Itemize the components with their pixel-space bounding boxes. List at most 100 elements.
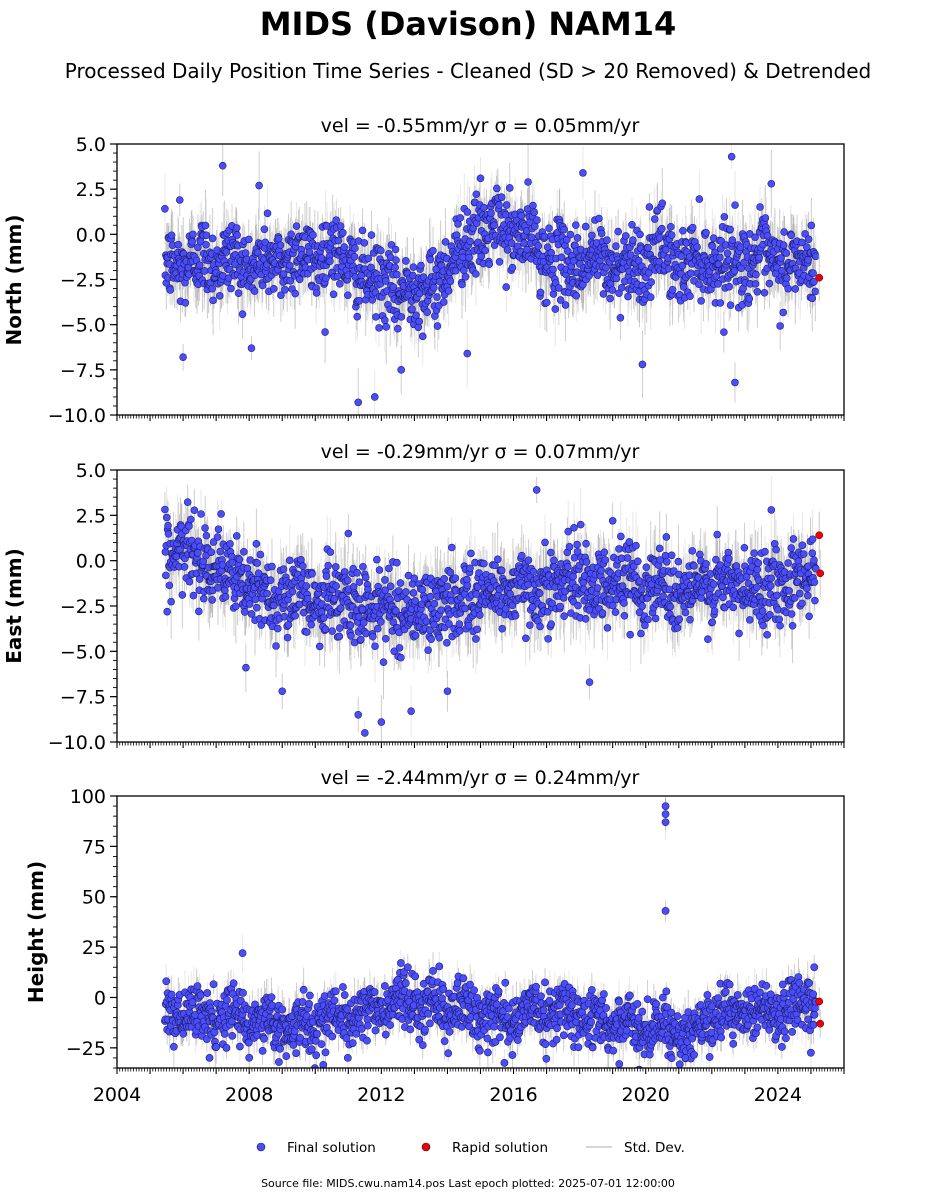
- final-solution-point: [686, 292, 694, 300]
- final-solution-point: [617, 283, 626, 292]
- final-solution-point: [220, 586, 229, 595]
- final-solution-point: [161, 548, 170, 556]
- final-solution-point: [520, 239, 528, 248]
- final-solution-point: [716, 245, 725, 253]
- final-solution-point: [381, 316, 389, 325]
- final-solution-point: [545, 224, 553, 232]
- final-solution-point: [485, 260, 494, 269]
- final-solution-point: [664, 264, 673, 273]
- final-solution-point: [502, 283, 510, 291]
- final-solution-point: [433, 322, 442, 330]
- final-solution-point: [726, 225, 734, 234]
- final-solution-point: [333, 272, 342, 281]
- final-solution-point: [167, 231, 176, 240]
- final-solution-point: [286, 277, 295, 285]
- final-solution-point: [765, 279, 774, 288]
- final-solution-point: [234, 289, 243, 297]
- final-solution-point: [740, 258, 748, 267]
- final-solution-point: [161, 505, 169, 514]
- final-solution-point: [812, 252, 820, 261]
- final-solution-point: [569, 257, 578, 265]
- final-solution-point: [804, 256, 812, 264]
- final-solution-point: [232, 224, 241, 232]
- final-solution-point: [560, 225, 568, 234]
- final-solution-point: [312, 289, 321, 297]
- final-solution-point: [423, 308, 432, 316]
- final-solution-point: [381, 277, 390, 285]
- final-solution-point: [803, 243, 811, 251]
- final-solution-point: [232, 602, 240, 611]
- final-solution-point: [201, 524, 209, 532]
- final-solution-point: [291, 289, 299, 298]
- final-solution-point: [784, 284, 792, 293]
- final-solution-point: [344, 291, 352, 300]
- final-solution-point: [688, 223, 697, 232]
- final-solution-point: [493, 184, 501, 193]
- final-solution-point: [214, 584, 222, 592]
- final-solution-point: [465, 253, 473, 262]
- y-tick-label: −10.0: [48, 405, 106, 427]
- final-solution-point: [417, 261, 425, 270]
- final-solution-point: [255, 181, 263, 190]
- stddev-bars: [164, 475, 817, 742]
- final-solution-point: [350, 252, 359, 261]
- final-solution-point: [227, 284, 235, 293]
- final-solution-point: [305, 248, 314, 257]
- final-solution-point: [517, 211, 526, 220]
- chart-title: MIDS (Davison) NAM14: [260, 5, 677, 43]
- final-solution-point: [755, 253, 763, 262]
- final-solution-point: [472, 190, 481, 199]
- final-solution-point: [463, 208, 472, 216]
- final-solution-point: [662, 245, 670, 254]
- final-solution-point: [190, 506, 199, 515]
- final-solution-point: [446, 277, 455, 285]
- final-solution-point: [736, 243, 745, 252]
- final-solution-point: [266, 576, 275, 584]
- y-tick-label: −7.5: [60, 360, 106, 382]
- final-solution-point: [716, 253, 724, 262]
- final-solution-point: [593, 271, 602, 279]
- final-solution-point: [180, 563, 189, 571]
- final-solution-point: [579, 169, 587, 177]
- final-solution-point: [557, 253, 566, 262]
- final-solution-point: [176, 196, 184, 204]
- final-solution-point: [693, 243, 701, 251]
- final-solution-point: [377, 246, 385, 255]
- east-panel-title: vel = -0.29mm/yr σ = 0.07mm/yr: [321, 441, 640, 463]
- final-solution-point: [228, 558, 237, 567]
- final-solution-point: [355, 296, 364, 305]
- final-solution-point: [495, 201, 503, 209]
- final-solution-point: [767, 179, 776, 188]
- final-solution-point: [720, 328, 728, 336]
- final-solution-point: [394, 324, 402, 333]
- final-solution-point: [221, 592, 230, 601]
- final-solution-point: [507, 239, 516, 247]
- final-solution-point: [183, 498, 192, 506]
- final-solution-point: [551, 305, 560, 313]
- final-solution-point: [810, 277, 818, 286]
- final-solution-point: [603, 236, 611, 244]
- y-tick-label: 0.0: [76, 224, 106, 246]
- final-solution-point: [245, 600, 254, 608]
- final-solution-point: [508, 263, 517, 272]
- final-solution-point: [597, 229, 606, 238]
- final-solution-point: [476, 174, 485, 183]
- final-solution-point: [469, 224, 477, 233]
- final-solution-point: [199, 594, 208, 603]
- final-solution-point: [530, 208, 539, 216]
- final-solution-point: [240, 608, 249, 616]
- final-solution-point: [336, 280, 344, 288]
- final-solution-point: [638, 360, 647, 369]
- final-solution-point: [167, 597, 175, 606]
- final-solution-point: [179, 353, 187, 361]
- final-solution-point: [209, 538, 218, 546]
- final-solution-point: [751, 280, 760, 288]
- final-solution-point: [647, 278, 655, 286]
- final-solution-point: [787, 231, 796, 240]
- rapid-solution-point: [815, 273, 824, 282]
- final-solution-point: [214, 525, 223, 533]
- final-solution-point: [208, 596, 216, 604]
- final-solution-point: [624, 292, 632, 301]
- north-panel-title: vel = -0.55mm/yr σ = 0.05mm/yr: [321, 115, 640, 137]
- final-solution-point: [235, 555, 244, 564]
